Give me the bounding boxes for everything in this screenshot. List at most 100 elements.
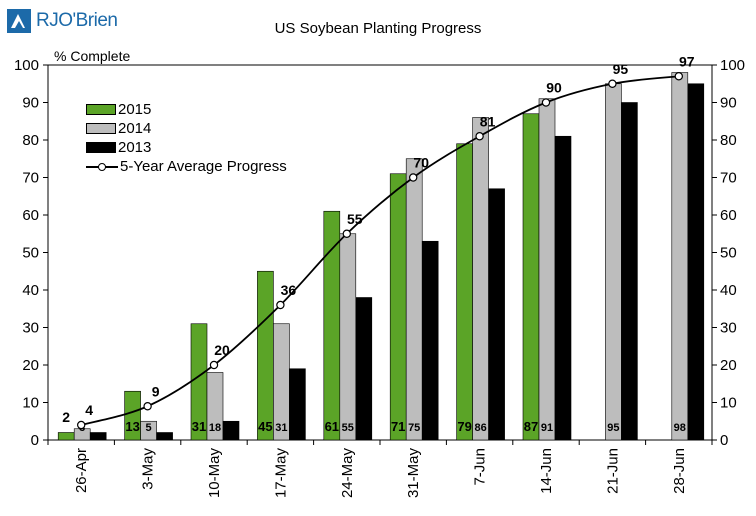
y-tick-label-right: 10: [720, 395, 737, 412]
bar-2013-21-Jun: [621, 102, 638, 441]
legend-item-2013: 2013: [86, 138, 287, 157]
bar-value-label-2015: 31: [192, 419, 206, 434]
y-tick-label-right: 50: [720, 245, 737, 262]
bar-2014-31-May: [405, 158, 423, 441]
average-value-label: 95: [613, 61, 629, 77]
average-point-24-May: [342, 229, 351, 238]
logo: RJO'Brien: [6, 8, 118, 34]
average-point-21-Jun: [608, 79, 617, 88]
bar-value-label-2014: 5: [146, 422, 152, 434]
bar-2015-31-May: [389, 173, 407, 441]
y-tick-label-right: 20: [720, 357, 737, 374]
bar-2014-21-Jun: [605, 83, 622, 441]
legend-line-marker-icon: [86, 161, 118, 172]
average-value-label: 81: [480, 113, 496, 129]
bar-value-label-2014: 18: [209, 422, 221, 434]
bar-2013-3-May: [156, 432, 173, 441]
bar-value-label-2015: 79: [457, 419, 471, 434]
average-point-28-Jun: [674, 72, 684, 81]
average-value-label: 55: [347, 211, 363, 227]
bar-2015-3-May: [124, 390, 141, 441]
bar-value-label-2015: 45: [258, 419, 272, 434]
average-progress-line: [80, 75, 679, 426]
y-tick-label-right: 80: [720, 132, 737, 149]
legend-item-2015: 2015: [86, 100, 287, 119]
bar-2013-14-Jun: [554, 135, 572, 441]
y-tick-label-right: 60: [720, 207, 737, 224]
average-value-label: 70: [413, 155, 429, 171]
average-value-label: 90: [546, 80, 562, 96]
y-tick-label-left: 10: [22, 395, 39, 412]
bar-2014-28-Jun: [671, 72, 689, 441]
bar-value-label-2014: 31: [275, 422, 287, 434]
legend-label-average: 5-Year Average Progress: [120, 158, 287, 175]
bar-2015-17-May: [257, 270, 274, 441]
bar-2013-17-May: [289, 368, 306, 441]
x-tick-label-17-May: 17-May: [272, 448, 289, 499]
legend-label-2015: 2015: [118, 101, 152, 118]
bar-value-label-2014: 91: [541, 422, 553, 434]
legend-label-2013: 2013: [118, 139, 152, 156]
bar-2013-7-Jun: [488, 188, 505, 441]
x-tick-label-28-Jun: 28-Jun: [671, 448, 688, 494]
bar-2014-3-May: [140, 420, 157, 441]
x-tick-label-10-May: 10-May: [206, 448, 223, 499]
logo-icon: [7, 9, 31, 33]
average-point-7-Jun: [475, 132, 484, 141]
average-point-31-May: [409, 173, 418, 182]
y-tick-label-right: 90: [720, 95, 737, 112]
bar-2014-10-May: [206, 372, 224, 441]
y-tick-label-left: 30: [22, 320, 39, 337]
bar-value-label-2014: 86: [474, 422, 486, 434]
bar-2015-24-May: [323, 210, 341, 441]
bar-2015-7-Jun: [456, 143, 473, 441]
x-tick-label-14-Jun: 14-Jun: [538, 448, 555, 494]
x-tick-label-21-Jun: 21-Jun: [604, 448, 621, 494]
bar-value-label-2014: 55: [342, 422, 354, 434]
y-tick-label-right: 70: [720, 170, 737, 187]
x-tick-label-3-May: 3-May: [140, 448, 157, 490]
bar-value-label-2015: 61: [325, 419, 339, 434]
chart-title: US Soybean Planting Progress: [274, 20, 482, 37]
y-tick-label-left: 0: [31, 432, 39, 449]
bar-2013-26-Apr: [89, 432, 107, 441]
annotation-label: 2: [62, 409, 70, 425]
average-value-label: 20: [214, 342, 230, 358]
bar-2014-7-Jun: [472, 117, 489, 441]
bar-2013-24-May: [355, 297, 373, 441]
bar-2015-14-Jun: [522, 113, 540, 441]
y-tick-label-left: 40: [22, 282, 39, 299]
x-tick-label-31-May: 31-May: [405, 448, 422, 499]
bar-2014-14-Jun: [538, 98, 556, 441]
average-point-10-May: [209, 360, 219, 370]
y-axis-label: % Complete: [54, 48, 131, 64]
bar-2013-31-May: [421, 240, 439, 441]
legend-swatch-2013: [86, 142, 116, 153]
bar-2013-10-May: [222, 420, 240, 441]
legend-swatch-2014: [86, 123, 116, 134]
y-tick-label-right: 100: [720, 57, 745, 74]
average-point-17-May: [276, 300, 285, 310]
average-point-26-Apr: [76, 420, 86, 430]
average-point-3-May: [143, 402, 152, 411]
y-tick-label-left: 20: [22, 357, 39, 374]
legend-item-2014: 2014: [86, 119, 287, 138]
y-tick-label-left: 50: [22, 245, 39, 262]
x-tick-label-26-Apr: 26-Apr: [73, 448, 90, 493]
average-value-label: 9: [152, 383, 160, 399]
bar-2013-28-Jun: [687, 83, 705, 441]
bar-value-label-2014: 98: [674, 422, 686, 434]
bar-value-label-2015: 13: [125, 419, 139, 434]
legend: 2015 2014 2013 5-Year Average Progress: [86, 100, 287, 176]
average-value-label: 97: [679, 53, 695, 69]
y-tick-label-left: 80: [22, 132, 39, 149]
y-tick-label-right: 30: [720, 320, 737, 337]
logo-text: RJO'Brien: [36, 10, 118, 31]
bar-value-label-2015: 71: [391, 419, 405, 434]
average-value-label: 36: [281, 282, 297, 298]
x-tick-label-24-May: 24-May: [339, 448, 356, 499]
x-tick-label-7-Jun: 7-Jun: [472, 448, 489, 486]
legend-label-2014: 2014: [118, 120, 152, 137]
